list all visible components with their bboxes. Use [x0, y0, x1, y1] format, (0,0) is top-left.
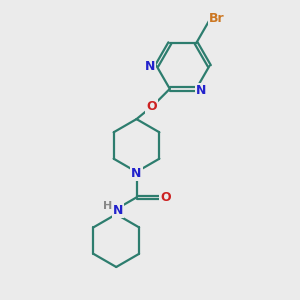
Text: N: N [131, 167, 142, 180]
Text: N: N [145, 59, 155, 73]
Text: O: O [160, 191, 171, 204]
Text: O: O [146, 100, 157, 113]
Text: N: N [112, 204, 123, 217]
Text: Br: Br [208, 12, 224, 25]
Text: H: H [103, 201, 112, 211]
Text: N: N [196, 84, 206, 97]
